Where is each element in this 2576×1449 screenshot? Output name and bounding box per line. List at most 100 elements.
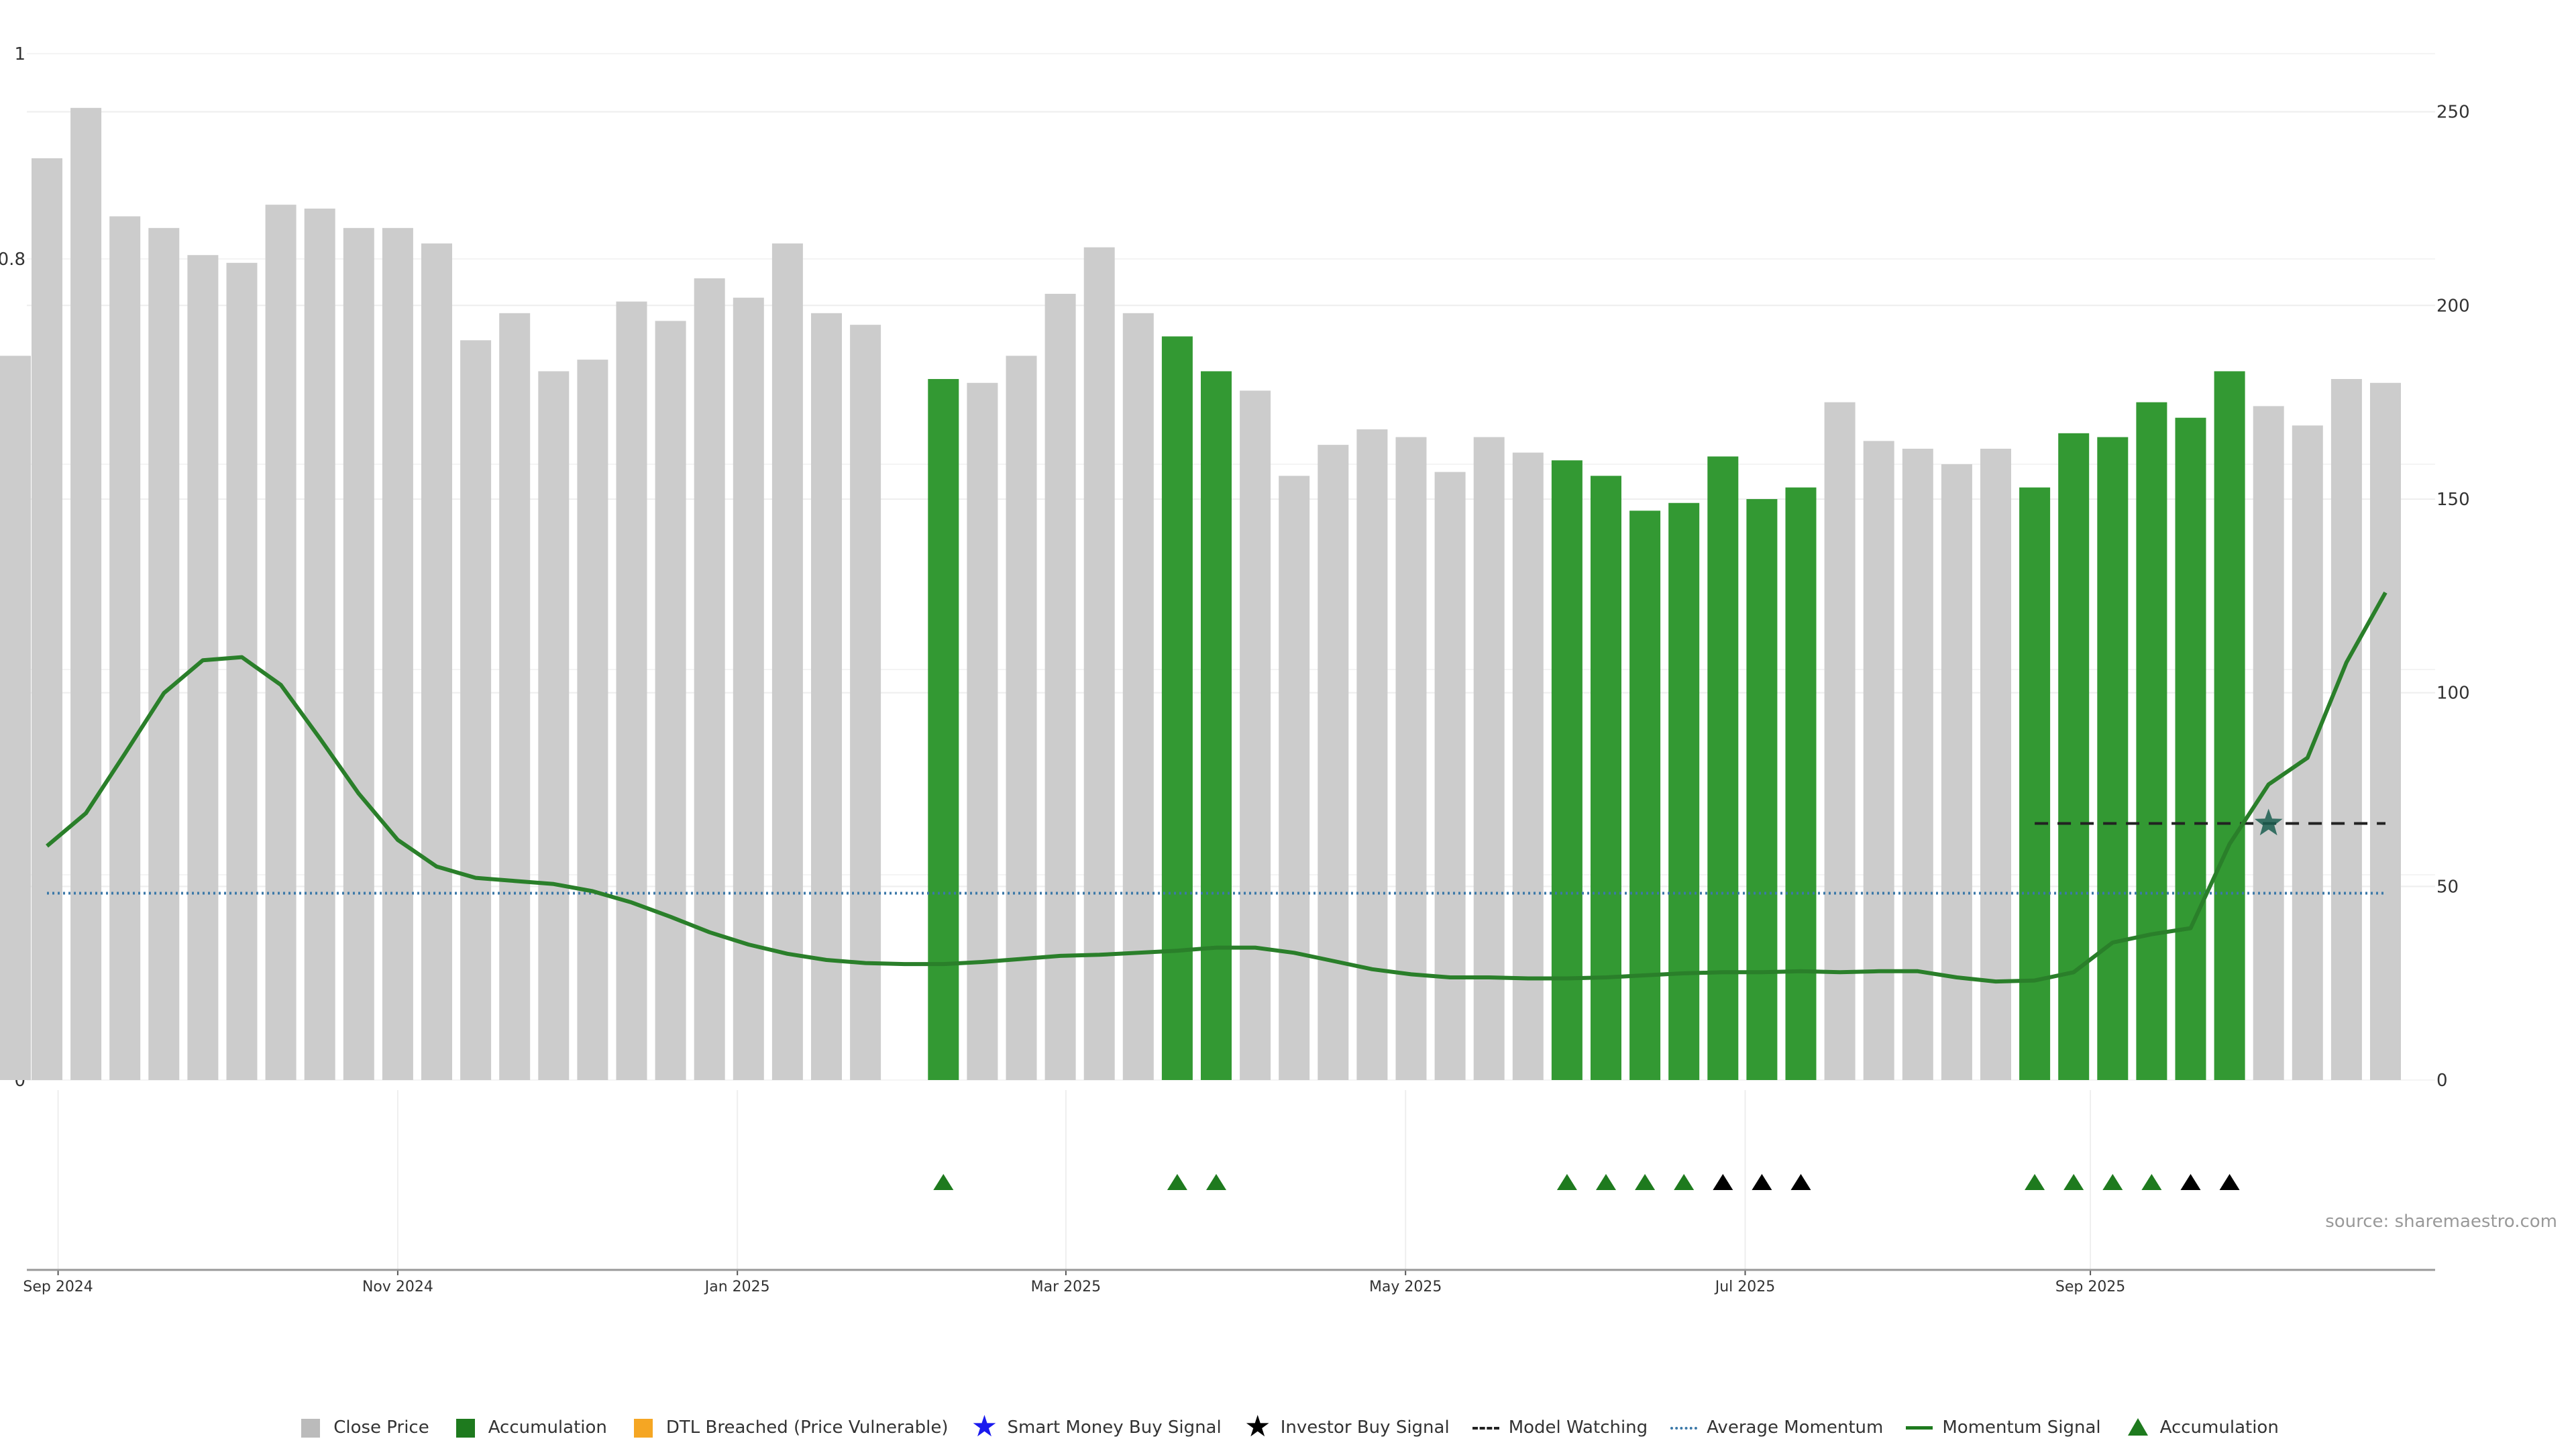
accumulation-bar — [1591, 476, 1621, 1080]
accumulation-triangle — [1206, 1174, 1226, 1190]
x-tick-label: Mar 2025 — [1031, 1279, 1102, 1295]
legend-item-accumulation: Accumulation — [452, 1416, 607, 1439]
close-price-bar — [1083, 247, 1115, 1081]
y-right-tick-label: 100 — [2436, 684, 2470, 704]
y-left-tick-label: 1 — [14, 44, 25, 64]
accumulation-triangle — [1635, 1174, 1656, 1190]
close-price-bar — [655, 321, 686, 1081]
accumulation-triangle — [1556, 1174, 1577, 1190]
close-price-bar — [1980, 448, 2011, 1080]
source-note: source: sharemaestro.com — [2325, 1212, 2557, 1232]
y-left-tick-label: 0.8 — [0, 250, 25, 270]
close-price-bar — [771, 243, 803, 1081]
accumulation-bar — [2175, 417, 2206, 1080]
accumulation-triangle — [2025, 1174, 2045, 1190]
close-price-bar — [538, 371, 570, 1080]
accumulation-triangle — [2102, 1174, 2123, 1190]
legend-label: Close Price — [333, 1417, 429, 1438]
legend-item-model-watching: Model Watching — [1472, 1416, 1648, 1439]
y-right-tick-label: 250 — [2436, 103, 2470, 123]
legend-label: Average Momentum — [1707, 1417, 1884, 1438]
close-price-bar — [2330, 378, 2362, 1080]
close-price-bar — [499, 313, 531, 1080]
close-price-bar — [577, 360, 608, 1080]
close-price-bar — [382, 227, 413, 1081]
legend-item-momentum-signal: Momentum Signal — [1906, 1416, 2101, 1439]
accumulation-bar — [2019, 487, 2051, 1080]
legend-square-icon — [630, 1416, 657, 1439]
close-price-bar — [1122, 313, 1154, 1080]
close-price-bar — [460, 340, 492, 1081]
y-right-tick-label: 0 — [2436, 1071, 2448, 1091]
investor-buy-triangle — [2219, 1174, 2240, 1190]
close-price-bar — [1240, 390, 1271, 1080]
y-right-tick-label: 50 — [2436, 877, 2459, 897]
close-price-bar — [811, 313, 842, 1080]
close-price-bar — [1512, 452, 1544, 1080]
x-tick-label: Sep 2024 — [23, 1279, 93, 1295]
legend-label: Momentum Signal — [1942, 1417, 2101, 1438]
close-price-bar — [1941, 464, 1972, 1080]
accumulation-bar — [2214, 371, 2245, 1080]
accumulation-bar — [1201, 371, 1232, 1080]
close-price-bar — [967, 382, 998, 1081]
accumulation-bar — [1629, 511, 1661, 1080]
y-right-tick-label: 200 — [2436, 296, 2470, 316]
accumulation-triangle — [1167, 1174, 1187, 1190]
legend-star-icon: ★ — [971, 1409, 998, 1444]
legend-label: Model Watching — [1508, 1417, 1648, 1438]
accumulation-bar — [2058, 433, 2090, 1080]
legend-item-investor-buy: ★ Investor Buy Signal — [1244, 1409, 1450, 1444]
accumulation-triangle — [933, 1174, 954, 1190]
close-price-bar — [1279, 476, 1310, 1080]
x-tick-label: May 2025 — [1369, 1279, 1442, 1295]
investor-buy-star — [2254, 808, 2283, 836]
legend-label: Accumulation — [488, 1417, 607, 1438]
accumulation-bar — [2097, 437, 2129, 1080]
close-price-bar — [1006, 356, 1037, 1080]
close-price-bar — [109, 216, 141, 1080]
close-price-bar — [1044, 293, 1076, 1080]
legend-square-icon — [452, 1416, 479, 1439]
close-price-bar — [733, 297, 764, 1080]
accumulation-bar — [1707, 456, 1739, 1080]
legend-dotted-line-icon — [1670, 1416, 1698, 1439]
close-price-bar — [1824, 402, 1856, 1080]
close-price-bar — [0, 356, 31, 1080]
legend-item-average-momentum: Average Momentum — [1670, 1416, 1883, 1439]
close-price-bar — [343, 227, 374, 1081]
close-price-bar — [1356, 429, 1388, 1080]
accumulation-bar — [1746, 498, 1778, 1080]
close-price-bar — [1434, 472, 1466, 1080]
accumulation-triangle — [1674, 1174, 1695, 1190]
accumulation-bar — [1668, 502, 1700, 1080]
close-price-bar — [1473, 437, 1505, 1080]
investor-buy-triangle — [1752, 1174, 1772, 1190]
momentum-signal-line — [46, 591, 2387, 984]
close-price-bar — [2253, 406, 2284, 1080]
x-tick-label: Nov 2024 — [362, 1279, 433, 1295]
legend-item-accumulation-triangle: Accumulation — [2124, 1416, 2279, 1439]
close-price-bar — [1318, 445, 1349, 1080]
x-tick-label: Sep 2025 — [2055, 1279, 2125, 1295]
accumulation-bar — [2136, 402, 2167, 1080]
legend: Close Price Accumulation DTL Breached (P… — [0, 1409, 2576, 1444]
legend-item-dtl-breached: DTL Breached (Price Vulnerable) — [630, 1416, 949, 1439]
close-price-bar — [2370, 382, 2401, 1081]
accumulation-triangle — [2063, 1174, 2084, 1190]
legend-star-icon: ★ — [1244, 1409, 1271, 1444]
x-tick-label: Jan 2025 — [704, 1279, 770, 1295]
legend-item-close-price: Close Price — [297, 1416, 429, 1439]
investor-buy-triangle — [1713, 1174, 1733, 1190]
close-price-bar — [694, 278, 725, 1080]
close-price-bar — [1395, 437, 1427, 1080]
close-price-bar — [616, 301, 647, 1081]
accumulation-triangle — [2141, 1174, 2162, 1190]
legend-label: Investor Buy Signal — [1280, 1417, 1450, 1438]
close-price-bar — [421, 243, 452, 1081]
legend-label: DTL Breached (Price Vulnerable) — [665, 1417, 949, 1438]
legend-triangle-icon — [2124, 1416, 2151, 1439]
close-price-bar — [265, 205, 297, 1080]
legend-solid-line-icon — [1906, 1416, 1933, 1439]
close-price-bar — [226, 262, 258, 1081]
